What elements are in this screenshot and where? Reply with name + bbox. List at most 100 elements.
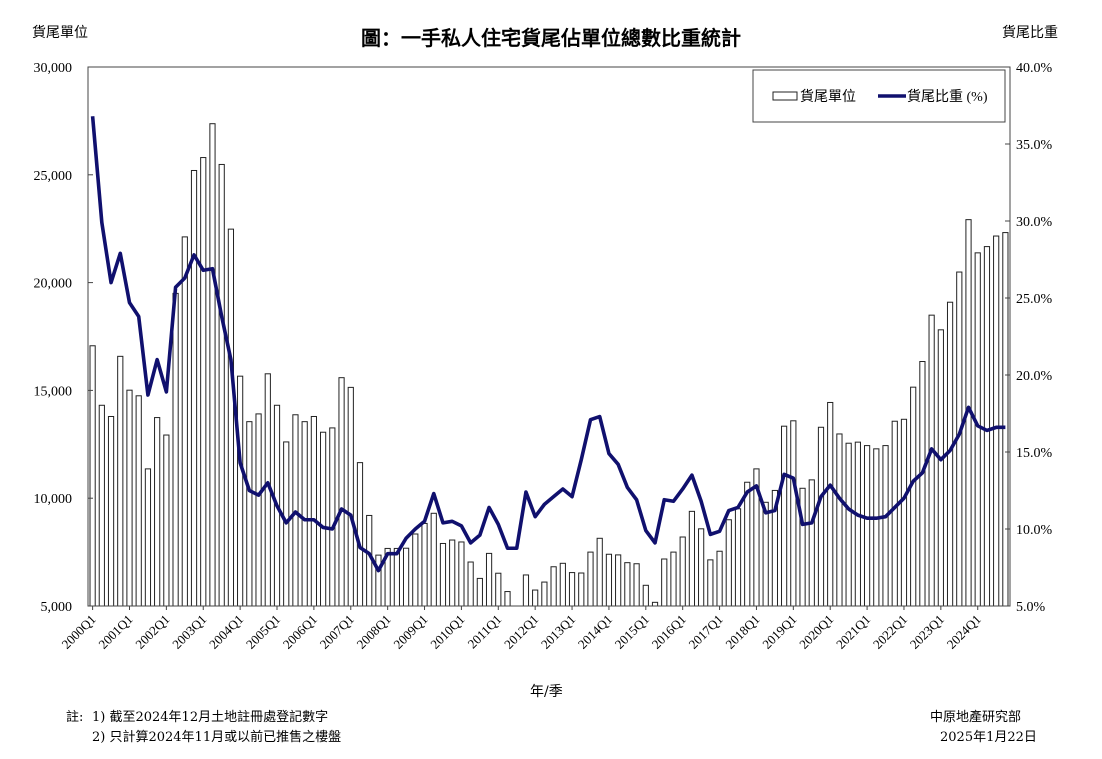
bar — [476, 577, 483, 607]
x-tick-label: 2014Q1 — [575, 612, 615, 652]
left-tick-label: 25,000 — [34, 169, 73, 184]
bar — [227, 228, 235, 607]
bar — [485, 552, 493, 607]
bar — [172, 292, 179, 607]
note-1: 1) 截至2024年12月土地註冊處登記數字 — [92, 710, 329, 725]
left-tick-label: 15,000 — [34, 384, 73, 399]
bar — [854, 441, 861, 607]
x-tick-label: 2001Q1 — [95, 612, 135, 652]
bar — [200, 157, 207, 607]
bar — [937, 329, 944, 607]
bar — [246, 421, 253, 607]
x-axis-title: 年/季 — [530, 684, 563, 700]
bar — [467, 561, 474, 607]
bar — [670, 551, 677, 607]
bar — [716, 550, 723, 607]
right-tick-label: 30.0% — [1016, 215, 1053, 230]
bar — [310, 415, 317, 607]
bar — [974, 252, 981, 607]
bar — [135, 395, 142, 607]
bar — [89, 345, 96, 607]
bar — [882, 445, 889, 607]
x-tick-label: 2024Q1 — [944, 612, 984, 652]
bar — [799, 487, 806, 607]
bar — [661, 558, 668, 607]
x-tick-label: 2018Q1 — [722, 612, 762, 652]
bar — [504, 591, 511, 607]
bar — [983, 246, 991, 607]
bar — [790, 420, 797, 607]
right-tick-label: 10.0% — [1016, 523, 1053, 538]
x-tick-label: 2002Q1 — [132, 612, 172, 652]
bar — [698, 528, 705, 607]
bar — [107, 415, 115, 607]
bar — [181, 236, 188, 607]
right-tick-label: 5.0% — [1016, 600, 1046, 615]
x-tick-label: 2000Q1 — [59, 612, 99, 652]
x-tick-label: 2017Q1 — [685, 612, 725, 652]
bar — [863, 445, 871, 607]
bar — [375, 554, 382, 607]
bar — [117, 355, 124, 607]
bar — [163, 434, 170, 607]
bar — [412, 533, 419, 607]
bar — [532, 589, 539, 607]
bar — [762, 501, 769, 607]
bar — [624, 562, 631, 607]
bar — [338, 377, 345, 607]
left-axis-title: 貨尾單位 — [32, 25, 88, 41]
bar — [651, 601, 659, 607]
x-tick-label: 2010Q1 — [427, 612, 467, 652]
bar — [734, 508, 742, 607]
x-tick-label: 2011Q1 — [465, 612, 505, 652]
bar — [347, 386, 354, 607]
notes-prefix: 註: — [66, 710, 84, 725]
bar — [320, 431, 327, 607]
bar — [578, 572, 585, 607]
bar — [587, 551, 594, 607]
bar — [449, 539, 456, 607]
bar — [550, 566, 557, 607]
bar — [522, 574, 530, 607]
bar — [126, 389, 133, 607]
right-tick-label: 15.0% — [1016, 446, 1053, 461]
right-tick-label: 35.0% — [1016, 138, 1053, 153]
bar — [642, 584, 649, 607]
bar — [495, 572, 502, 607]
bar — [836, 433, 843, 607]
left-tick-label: 5,000 — [41, 600, 73, 615]
bar — [458, 541, 465, 607]
plot-frame — [87, 66, 1011, 607]
bar — [356, 462, 364, 607]
source-org: 中原地產研究部 — [930, 710, 1022, 725]
left-tick-label: 10,000 — [34, 492, 73, 507]
bar — [154, 417, 161, 607]
bar — [559, 562, 566, 607]
x-tick-label: 2016Q1 — [649, 612, 689, 652]
bar — [827, 401, 834, 607]
left-tick-label: 20,000 — [34, 277, 73, 292]
x-tick-label: 2004Q1 — [206, 612, 246, 652]
x-tick-label: 2021Q1 — [833, 612, 873, 652]
bar — [144, 468, 152, 607]
chart-title: 圖：一手私人住宅貨尾佔單位總數比重統計 — [361, 26, 741, 50]
bar — [301, 421, 308, 607]
bar — [439, 542, 447, 607]
bar — [430, 512, 437, 607]
x-tick-label: 2003Q1 — [169, 612, 209, 652]
x-tick-label: 2020Q1 — [796, 612, 836, 652]
right-axis-title: 貨尾比重 — [1002, 25, 1058, 41]
bar — [993, 235, 1000, 607]
bar — [218, 163, 225, 607]
bar — [255, 413, 262, 607]
bar — [679, 536, 686, 607]
bar — [900, 418, 908, 607]
bar — [568, 572, 576, 607]
bar — [393, 547, 400, 607]
bar — [209, 123, 216, 607]
source-date: 2025年1月22日 — [940, 730, 1037, 745]
bar — [781, 425, 788, 607]
bar — [919, 361, 926, 607]
note-2: 2) 只計算2024年11月或以前已推售之樓盤 — [92, 730, 342, 745]
bar — [605, 553, 613, 607]
